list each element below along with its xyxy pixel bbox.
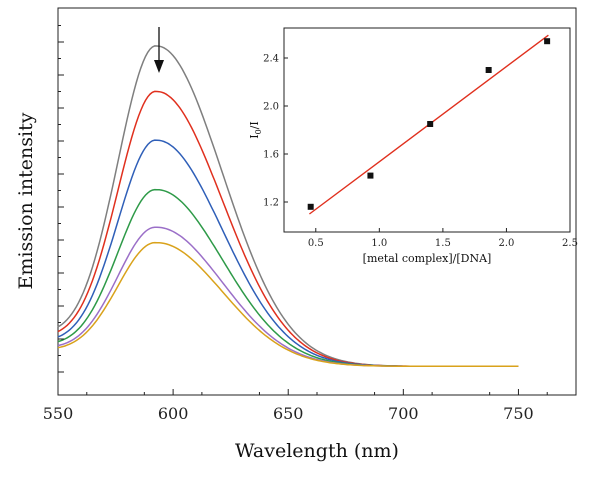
- main-x-tick-label: 750: [503, 404, 534, 423]
- inset-point: [485, 67, 492, 73]
- main-y-ticks: [58, 25, 64, 373]
- inset-y-title-sub: 0: [254, 129, 263, 134]
- inset-point: [544, 38, 551, 45]
- main-x-tick-label: 600: [158, 404, 189, 423]
- inset-x-axis-title: [metal complex]/[DNA]: [363, 252, 492, 265]
- inset-x-tick-label: 0.5: [308, 238, 324, 249]
- main-x-tick-label: 650: [273, 404, 304, 423]
- peak-arrow-head: [154, 60, 164, 73]
- inset-x-tick-label: 2.5: [562, 238, 578, 249]
- inset-x-ticks: 0.5 1.0 1.5 2.0 2.5: [308, 228, 578, 249]
- peak-arrow: [154, 27, 164, 73]
- emission-curve-6: [57, 241, 519, 368]
- inset-x-tick-label: 1.0: [371, 238, 387, 249]
- main-x-ticks: 550 600 650 700 750: [43, 389, 548, 423]
- main-x-axis-title: Wavelength (nm): [235, 440, 399, 462]
- inset-y-tick-label: 1.6: [263, 150, 279, 161]
- inset-y-tick-label: 1.2: [263, 198, 279, 209]
- inset-y-title-main: I: [248, 134, 261, 138]
- inset-point: [427, 121, 434, 127]
- inset-x-tick-label: 2.0: [498, 238, 514, 249]
- inset-points: [307, 38, 551, 210]
- main-y-axis-title: Emission intensity: [15, 112, 37, 289]
- main-x-tick-label: 550: [43, 404, 74, 423]
- inset-y-tick-label: 2.0: [263, 102, 279, 113]
- main-plot: 550 600 650 700 750 Wavelength (nm) Emission…: [15, 7, 577, 462]
- inset-point: [367, 172, 374, 179]
- inset-y-ticks: 1.2 1.6 2.0 2.4: [263, 54, 288, 209]
- inset-y-axis-title: I0/I: [248, 121, 263, 139]
- main-curves: [57, 45, 519, 368]
- inset-y-tick-label: 2.4: [263, 54, 279, 65]
- inset-y-title-rest: /I: [248, 121, 261, 129]
- inset-x-tick-label: 1.5: [435, 238, 451, 249]
- inset-plot: 1.2 1.6 2.0 2.4 0.5 1.0 1.5 2.0 2.5 [metal comp…: [248, 27, 578, 265]
- inset-plot-frame: [283, 27, 571, 233]
- inset-point: [307, 203, 314, 210]
- main-x-tick-label: 700: [388, 404, 419, 423]
